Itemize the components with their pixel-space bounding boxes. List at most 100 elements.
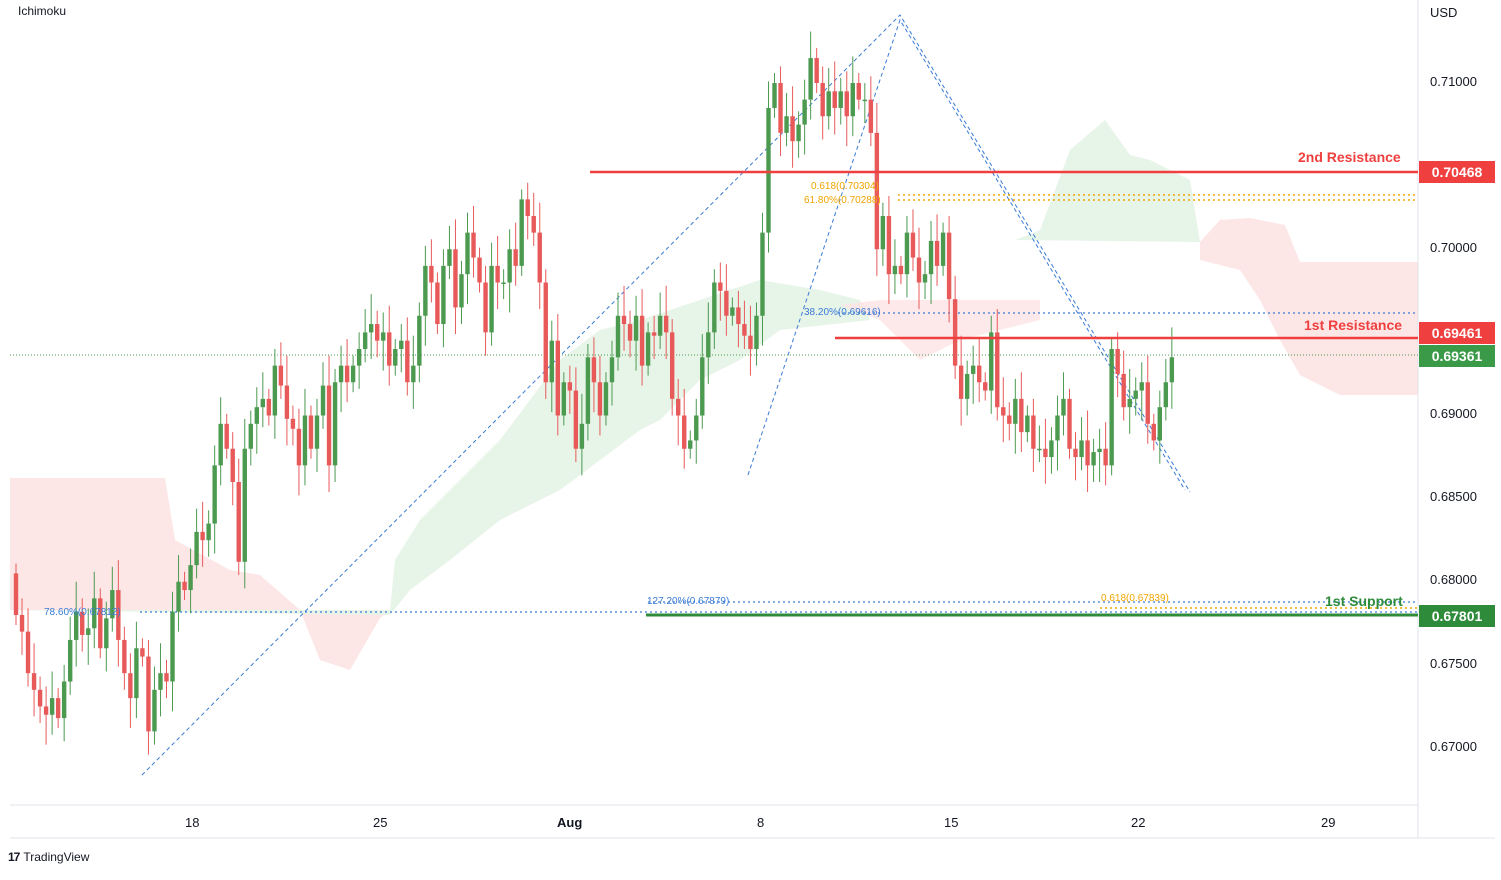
candle-body bbox=[128, 673, 133, 699]
fib-label: 38.20%(0.69616) bbox=[804, 307, 881, 318]
candle-body bbox=[1025, 415, 1030, 433]
candle-body bbox=[910, 232, 916, 258]
candle-body bbox=[676, 398, 681, 416]
candle-body bbox=[898, 265, 904, 275]
candle-body bbox=[1079, 440, 1084, 458]
candle-body bbox=[381, 332, 386, 341]
fib-label: 0.618(0.70304) bbox=[811, 181, 879, 192]
candle-body bbox=[970, 365, 976, 374]
candle-body bbox=[832, 91, 837, 108]
candle-body bbox=[700, 357, 705, 416]
candle-body bbox=[615, 315, 621, 358]
candle-body bbox=[13, 573, 19, 615]
candle-body bbox=[326, 385, 332, 466]
candle-body bbox=[838, 91, 843, 108]
candle-body bbox=[507, 249, 512, 283]
second-resistance-label: 2nd Resistance bbox=[1298, 149, 1401, 165]
candle-body bbox=[1109, 349, 1114, 466]
candle-body bbox=[1001, 407, 1006, 416]
candle-body bbox=[531, 216, 536, 233]
candle-body bbox=[621, 315, 627, 325]
candle-body bbox=[182, 581, 187, 591]
candle-body bbox=[158, 673, 163, 690]
candle-body bbox=[164, 673, 169, 682]
candle-body bbox=[591, 357, 597, 383]
candle-body bbox=[31, 673, 37, 690]
candle-body bbox=[260, 398, 266, 408]
candle-body bbox=[98, 598, 103, 649]
fib-label: 61.80%(0.70288) bbox=[804, 195, 881, 206]
candle-body bbox=[603, 382, 609, 416]
candle-body bbox=[718, 282, 723, 291]
candle-body bbox=[796, 124, 801, 142]
candle-body bbox=[778, 83, 783, 133]
candle-body bbox=[1067, 398, 1072, 449]
candle-body bbox=[188, 565, 193, 591]
candle-body bbox=[344, 365, 350, 383]
tradingview-logo[interactable]: 17 TradingView bbox=[8, 850, 89, 864]
candle-body bbox=[934, 240, 940, 266]
candle-body bbox=[477, 257, 482, 283]
candle-body bbox=[489, 265, 494, 333]
candle-body bbox=[682, 415, 687, 449]
bear-cloud-mid bbox=[840, 300, 1040, 360]
candle-body bbox=[423, 265, 428, 316]
candle-body bbox=[1115, 349, 1120, 374]
candle-body bbox=[958, 365, 964, 399]
candle-body bbox=[766, 107, 771, 233]
candle-body bbox=[1151, 423, 1156, 441]
candle-body bbox=[248, 423, 253, 449]
candle-body bbox=[49, 698, 55, 715]
candle-body bbox=[459, 274, 464, 308]
candle-body bbox=[146, 656, 151, 732]
candle-body bbox=[1061, 398, 1066, 416]
candle-body bbox=[1091, 452, 1096, 466]
candle-body bbox=[368, 324, 374, 333]
candle-body bbox=[904, 232, 910, 275]
candle-body bbox=[748, 335, 753, 349]
candle-body bbox=[290, 418, 296, 429]
candle-body bbox=[555, 340, 560, 416]
candle-body bbox=[110, 590, 115, 619]
candle-body bbox=[1049, 440, 1054, 458]
candle-body bbox=[1007, 415, 1012, 424]
fib-drawings bbox=[10, 14, 1418, 776]
candle-body bbox=[862, 99, 868, 102]
candle-body bbox=[928, 240, 934, 275]
candle-body bbox=[513, 249, 518, 266]
candle-body bbox=[1121, 373, 1126, 408]
candle-body bbox=[940, 232, 946, 266]
candle-body bbox=[1139, 382, 1144, 391]
candle-body bbox=[86, 628, 91, 635]
candle-body bbox=[495, 265, 500, 283]
pattern-line bbox=[141, 14, 1191, 776]
candle-body bbox=[790, 116, 795, 142]
candle-body bbox=[922, 274, 928, 283]
candle-body bbox=[441, 265, 446, 325]
candle-body bbox=[429, 265, 434, 283]
candle-body bbox=[754, 315, 759, 349]
candles bbox=[13, 31, 1175, 755]
candle-body bbox=[278, 365, 284, 386]
candle-body bbox=[320, 385, 326, 416]
candle-body bbox=[820, 83, 825, 117]
candle-body bbox=[296, 428, 302, 466]
candle-body bbox=[880, 216, 886, 250]
candle-body bbox=[19, 615, 25, 632]
candle-body bbox=[152, 689, 157, 732]
y-tick-label: 0.68500 bbox=[1430, 489, 1477, 504]
fib-label: 127.20%(0.67879) bbox=[647, 596, 730, 607]
candle-body bbox=[1031, 415, 1036, 449]
candle-body bbox=[964, 373, 970, 399]
candle-body bbox=[417, 315, 422, 366]
candle-body bbox=[1169, 357, 1175, 383]
candle-body bbox=[627, 324, 633, 341]
candle-body bbox=[669, 332, 675, 399]
candle-body bbox=[1043, 448, 1048, 458]
candle-body bbox=[561, 382, 567, 416]
bull-cloud bbox=[10, 280, 870, 615]
candle-body bbox=[519, 199, 524, 266]
candle-body bbox=[266, 398, 272, 416]
